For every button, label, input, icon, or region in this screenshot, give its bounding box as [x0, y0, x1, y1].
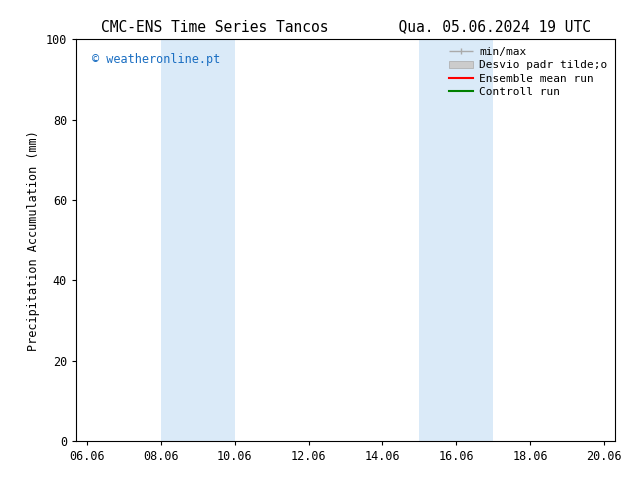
Y-axis label: Precipitation Accumulation (mm): Precipitation Accumulation (mm) [27, 130, 40, 350]
Bar [419, 39, 493, 441]
Bar [161, 39, 235, 441]
Title: CMC-ENS Time Series Tancos        Qua. 05.06.2024 19 UTC: CMC-ENS Time Series Tancos Qua. 05.06.20… [101, 19, 590, 34]
Legend: min/max, Desvio padr tilde;o, Ensemble mean run, Controll run: min/max, Desvio padr tilde;o, Ensemble m… [444, 43, 612, 101]
Text: © weatheronline.pt: © weatheronline.pt [93, 53, 221, 66]
